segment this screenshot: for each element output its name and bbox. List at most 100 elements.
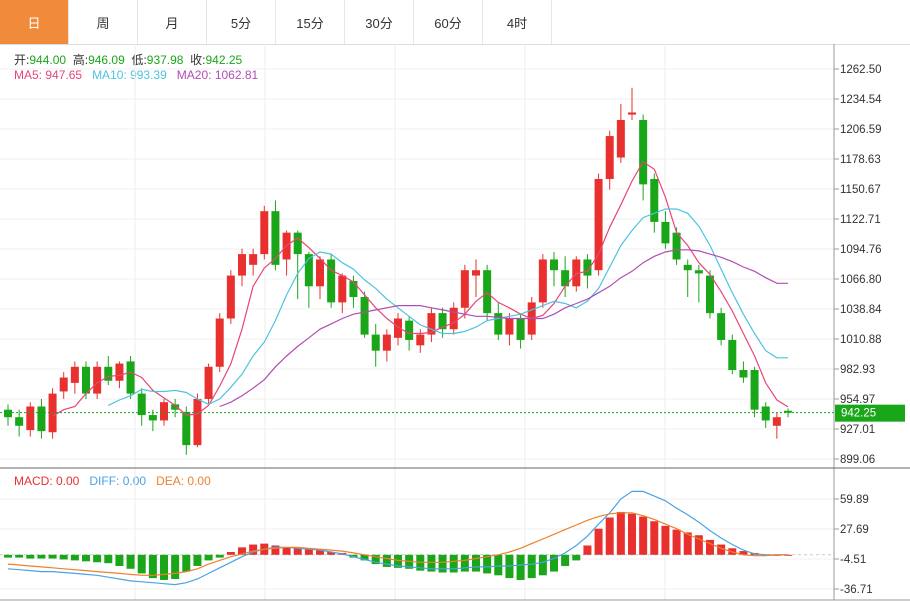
price-tick-label: 927.01 bbox=[840, 424, 875, 436]
macd-bar bbox=[304, 549, 313, 555]
candle-body bbox=[472, 270, 480, 276]
macd-bar bbox=[182, 554, 191, 572]
macd-bar bbox=[572, 554, 581, 561]
close-label: 收: bbox=[190, 53, 206, 67]
macd-bar bbox=[338, 552, 347, 555]
candle-body bbox=[650, 178, 659, 222]
candle-body bbox=[739, 369, 748, 378]
ma20-value: 1062.81 bbox=[214, 68, 259, 82]
macd-bar bbox=[215, 554, 224, 558]
candle-body bbox=[784, 410, 792, 413]
candle-body bbox=[316, 259, 324, 287]
candle-body bbox=[616, 119, 625, 158]
macd-tick-label: -4.51 bbox=[840, 554, 866, 566]
macd-bar bbox=[70, 554, 79, 561]
candle-body bbox=[171, 404, 180, 410]
candle-body bbox=[538, 259, 547, 303]
ma20-label: MA20: bbox=[176, 68, 215, 82]
macd-bar bbox=[772, 554, 781, 556]
candle-body bbox=[238, 254, 246, 276]
macd-bar bbox=[616, 511, 625, 555]
tab-day[interactable]: 日 bbox=[0, 0, 69, 44]
macd-bar bbox=[382, 554, 391, 567]
candle-body bbox=[360, 297, 369, 335]
diff-line bbox=[7, 490, 788, 586]
macd-bar bbox=[171, 554, 180, 580]
diff-value: 0.00 bbox=[122, 474, 147, 488]
candle-body bbox=[282, 232, 291, 260]
tab-month[interactable]: 月 bbox=[138, 0, 207, 44]
candle-body bbox=[371, 334, 380, 351]
ma5-value: 947.65 bbox=[45, 68, 83, 82]
ma10-label: MA10: bbox=[92, 68, 131, 82]
price-tick-label: 1038.84 bbox=[840, 304, 882, 316]
candle-body bbox=[115, 363, 124, 381]
candle-body bbox=[683, 264, 692, 271]
macd-value: 0.00 bbox=[56, 474, 80, 488]
macd-bar bbox=[82, 554, 90, 562]
high-label: 高: bbox=[72, 53, 89, 67]
ma20-line bbox=[219, 249, 788, 408]
candle-body bbox=[505, 318, 514, 335]
macd-bar bbox=[628, 513, 636, 555]
macd-bar bbox=[761, 554, 770, 556]
candle-body bbox=[304, 254, 313, 287]
macd-bar bbox=[416, 554, 425, 571]
candle-body bbox=[772, 417, 781, 426]
candle-body bbox=[460, 270, 469, 308]
candle-body bbox=[382, 334, 391, 351]
candle-body bbox=[137, 393, 146, 416]
tab-5min[interactable]: 5分 bbox=[207, 0, 276, 44]
candle-body bbox=[15, 417, 24, 426]
macd-bar bbox=[327, 552, 336, 555]
price-tick-label: 1262.50 bbox=[840, 64, 882, 76]
macd-bar bbox=[48, 554, 57, 559]
macd-bar bbox=[405, 554, 414, 569]
macd-bar bbox=[639, 516, 648, 555]
macd-bar bbox=[427, 554, 436, 572]
price-tick-label: 982.93 bbox=[840, 364, 875, 376]
tab-60min[interactable]: 60分 bbox=[414, 0, 483, 44]
candle-body bbox=[26, 406, 35, 431]
macd-bar bbox=[483, 554, 492, 574]
price-tick-label: 1122.71 bbox=[840, 214, 881, 226]
tab-4hour[interactable]: 4时 bbox=[483, 0, 552, 44]
macd-bar bbox=[115, 554, 124, 566]
tab-week[interactable]: 周 bbox=[69, 0, 138, 44]
macd-tick-label: -36.71 bbox=[840, 584, 873, 596]
macd-tick-label: 27.69 bbox=[840, 524, 869, 536]
macd-bar bbox=[59, 554, 68, 560]
macd-bar bbox=[282, 547, 291, 555]
candle-body bbox=[583, 259, 592, 276]
macd-bar bbox=[527, 554, 536, 579]
close-value: 942.25 bbox=[205, 53, 243, 67]
candle-body bbox=[215, 318, 224, 367]
macd-bar bbox=[126, 554, 135, 569]
candle-body bbox=[193, 398, 202, 446]
candle-body bbox=[48, 393, 57, 433]
candle-body bbox=[338, 275, 347, 303]
macd-bar bbox=[316, 550, 324, 555]
macd-bar bbox=[137, 554, 146, 574]
tab-30min[interactable]: 30分 bbox=[345, 0, 414, 44]
candle-body bbox=[271, 211, 280, 265]
macd-bar bbox=[349, 554, 358, 558]
macd-bar bbox=[561, 554, 570, 566]
candle-body bbox=[427, 313, 436, 335]
macd-bar bbox=[293, 548, 302, 555]
ma10-value: 993.39 bbox=[130, 68, 167, 82]
macd-bar bbox=[238, 547, 246, 555]
macd-bar bbox=[784, 554, 792, 556]
price-tick-label: 1234.54 bbox=[840, 94, 882, 106]
tab-15min[interactable]: 15分 bbox=[276, 0, 345, 44]
candle-body bbox=[628, 112, 636, 115]
macd-bar bbox=[717, 544, 726, 555]
candle-body bbox=[594, 178, 603, 271]
macd-bar bbox=[538, 554, 547, 576]
macd-bar bbox=[505, 554, 514, 579]
macd-bar bbox=[706, 539, 714, 555]
macd-bar bbox=[226, 552, 235, 555]
candle-body bbox=[226, 275, 235, 319]
candle-body bbox=[449, 307, 458, 330]
